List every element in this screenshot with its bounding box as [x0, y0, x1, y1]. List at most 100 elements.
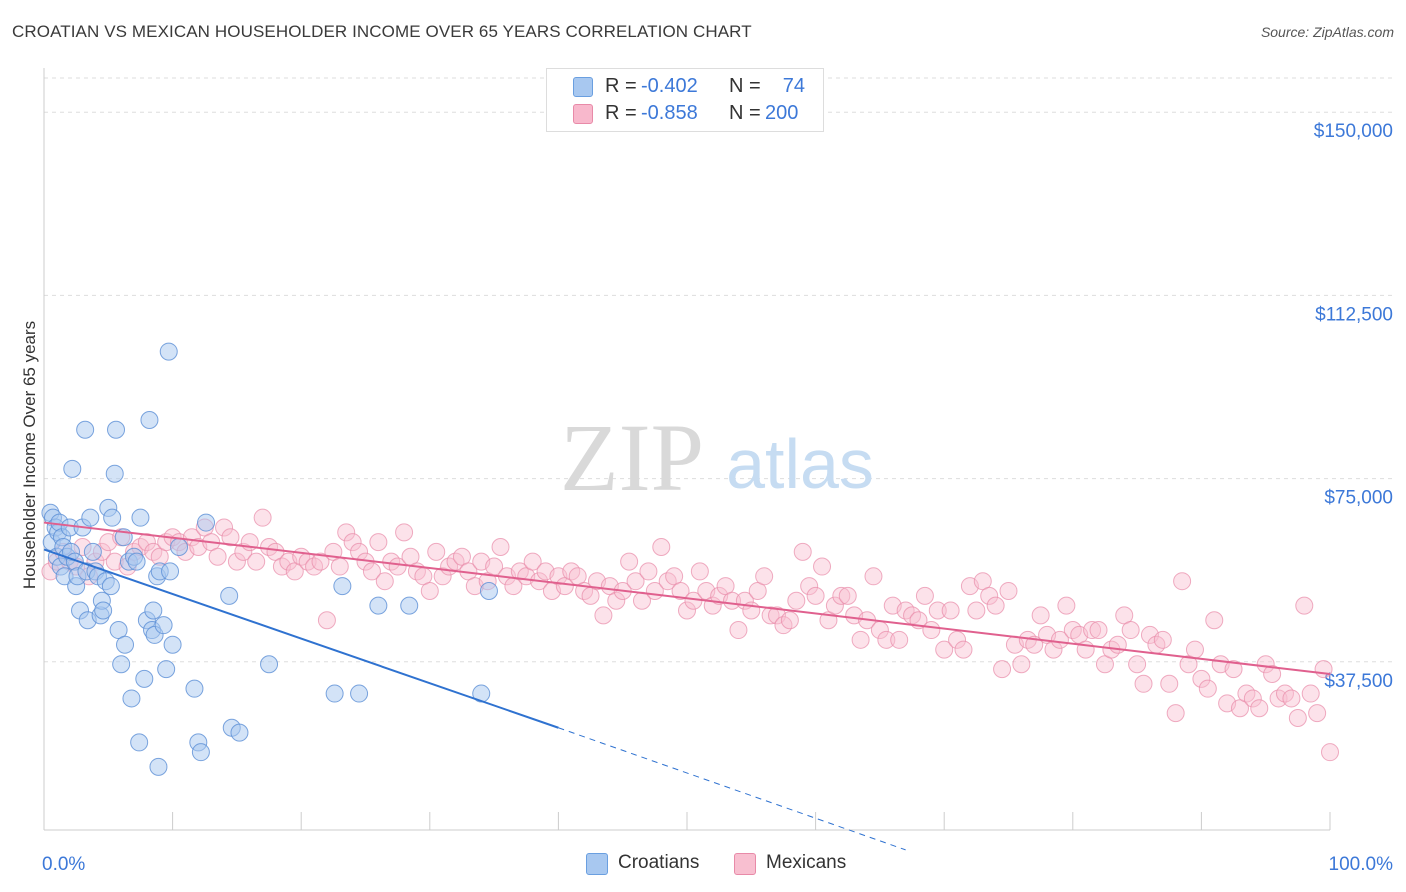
croatian-point [161, 562, 180, 581]
croatian-point [369, 596, 388, 615]
croatian-point [140, 410, 159, 429]
mexican-point [221, 528, 240, 547]
croatian-point [220, 586, 239, 605]
mexican-point [215, 518, 234, 537]
legend-r-value: -0.402 [641, 75, 698, 97]
mexican-point [1128, 655, 1147, 674]
mexican-point [1205, 611, 1224, 630]
mexican-point [1050, 630, 1069, 649]
mexican-point [1295, 596, 1314, 615]
croatian-point [350, 684, 369, 703]
mexican-point [523, 552, 542, 571]
mexican-point [755, 567, 774, 586]
mexican-point [330, 557, 349, 576]
y-tick-labels: $37,500 $75,000 $112,500 $150,000 [1314, 121, 1393, 692]
x-tick-label: 0.0% [42, 854, 85, 875]
mexican-point [1153, 630, 1172, 649]
mexican-point [832, 586, 851, 605]
mexican-point [1121, 621, 1140, 640]
mexican-point [1012, 655, 1031, 674]
mexican-point [491, 537, 510, 556]
mexican-point [253, 508, 272, 527]
legend-n-value: 74 [782, 75, 805, 97]
mexican-point [941, 601, 960, 620]
mexican-point [1243, 689, 1262, 708]
mexican-point [993, 660, 1012, 679]
mexican-point [208, 547, 227, 566]
mexican-point [1282, 689, 1301, 708]
mexican-point [337, 523, 356, 542]
mexican-point [877, 630, 896, 649]
mexican-point [813, 557, 832, 576]
mexican-point [234, 542, 253, 561]
croatian-point [116, 635, 135, 654]
mexican-point [986, 596, 1005, 615]
mexican-point [1185, 640, 1204, 659]
croatian-point [112, 655, 131, 674]
y-tick-label: $150,000 [1314, 121, 1393, 142]
croatian-point [333, 577, 352, 596]
source-label: Source: ZipAtlas.com [1260, 24, 1394, 40]
mexican-point [1314, 660, 1333, 679]
mexican-point [954, 640, 973, 659]
mexican-point [690, 562, 709, 581]
mexican-point [1250, 699, 1269, 718]
croatian-point [76, 420, 95, 439]
legend-n-label: N = [729, 75, 761, 97]
mexican-point [825, 596, 844, 615]
croatian-point [149, 757, 168, 776]
mexican-point [806, 586, 825, 605]
mexican-point [890, 630, 909, 649]
mexican-point [1173, 572, 1192, 591]
mexican-point [343, 533, 362, 552]
mexican-point [626, 572, 645, 591]
mexican-point [1083, 621, 1102, 640]
mexican-point [780, 611, 799, 630]
mexican-point [1089, 621, 1108, 640]
grid-lines [44, 77, 1395, 663]
croatian-point [105, 464, 124, 483]
mexican-point [1134, 674, 1153, 693]
y-axis-label: Householder Income Over 65 years [20, 320, 39, 590]
legend-r-label: R = [605, 102, 637, 124]
mexican-point [864, 567, 883, 586]
mexican-point [980, 586, 999, 605]
croatian-point [191, 743, 210, 762]
mexican-point [915, 586, 934, 605]
mexican-point [922, 621, 941, 640]
croatian-point [81, 508, 100, 527]
legend-swatch-mexicans [573, 104, 593, 124]
croatian-point [103, 508, 122, 527]
croatian-point [230, 723, 249, 742]
mexican-point [729, 621, 748, 640]
mexican-point [1308, 704, 1327, 723]
y-tick-label: $37,500 [1324, 671, 1393, 692]
watermark-atlas: atlas [726, 425, 874, 503]
croatians-trend-extension [558, 727, 906, 851]
croatian-point [107, 420, 126, 439]
mexican-point [928, 601, 947, 620]
mexican-point [1192, 669, 1211, 688]
mexican-point [137, 533, 156, 552]
mexican-point [420, 581, 439, 600]
croatian-point [157, 660, 176, 679]
mexican-point [427, 542, 446, 561]
y-tick-label: $112,500 [1315, 304, 1393, 325]
x-tick-labels: 0.0% 100.0% [42, 854, 1393, 875]
croatian-point [144, 601, 163, 620]
mexican-point [1288, 708, 1307, 727]
croatian-point [101, 577, 120, 596]
mexican-point [787, 591, 806, 610]
legend-bottom: Croatians Mexicans [586, 852, 886, 876]
croatian-point [400, 596, 419, 615]
mexican-point [967, 601, 986, 620]
mexican-point [1321, 743, 1339, 762]
mexican-point [639, 562, 658, 581]
mexican-point [227, 552, 246, 571]
legend-row-croatians: R = -0.402 N = 74 [573, 75, 823, 99]
mexican-point [935, 640, 954, 659]
watermark-zip: ZIP [560, 404, 704, 511]
mexican-point [311, 552, 330, 571]
croatian-point [185, 679, 204, 698]
